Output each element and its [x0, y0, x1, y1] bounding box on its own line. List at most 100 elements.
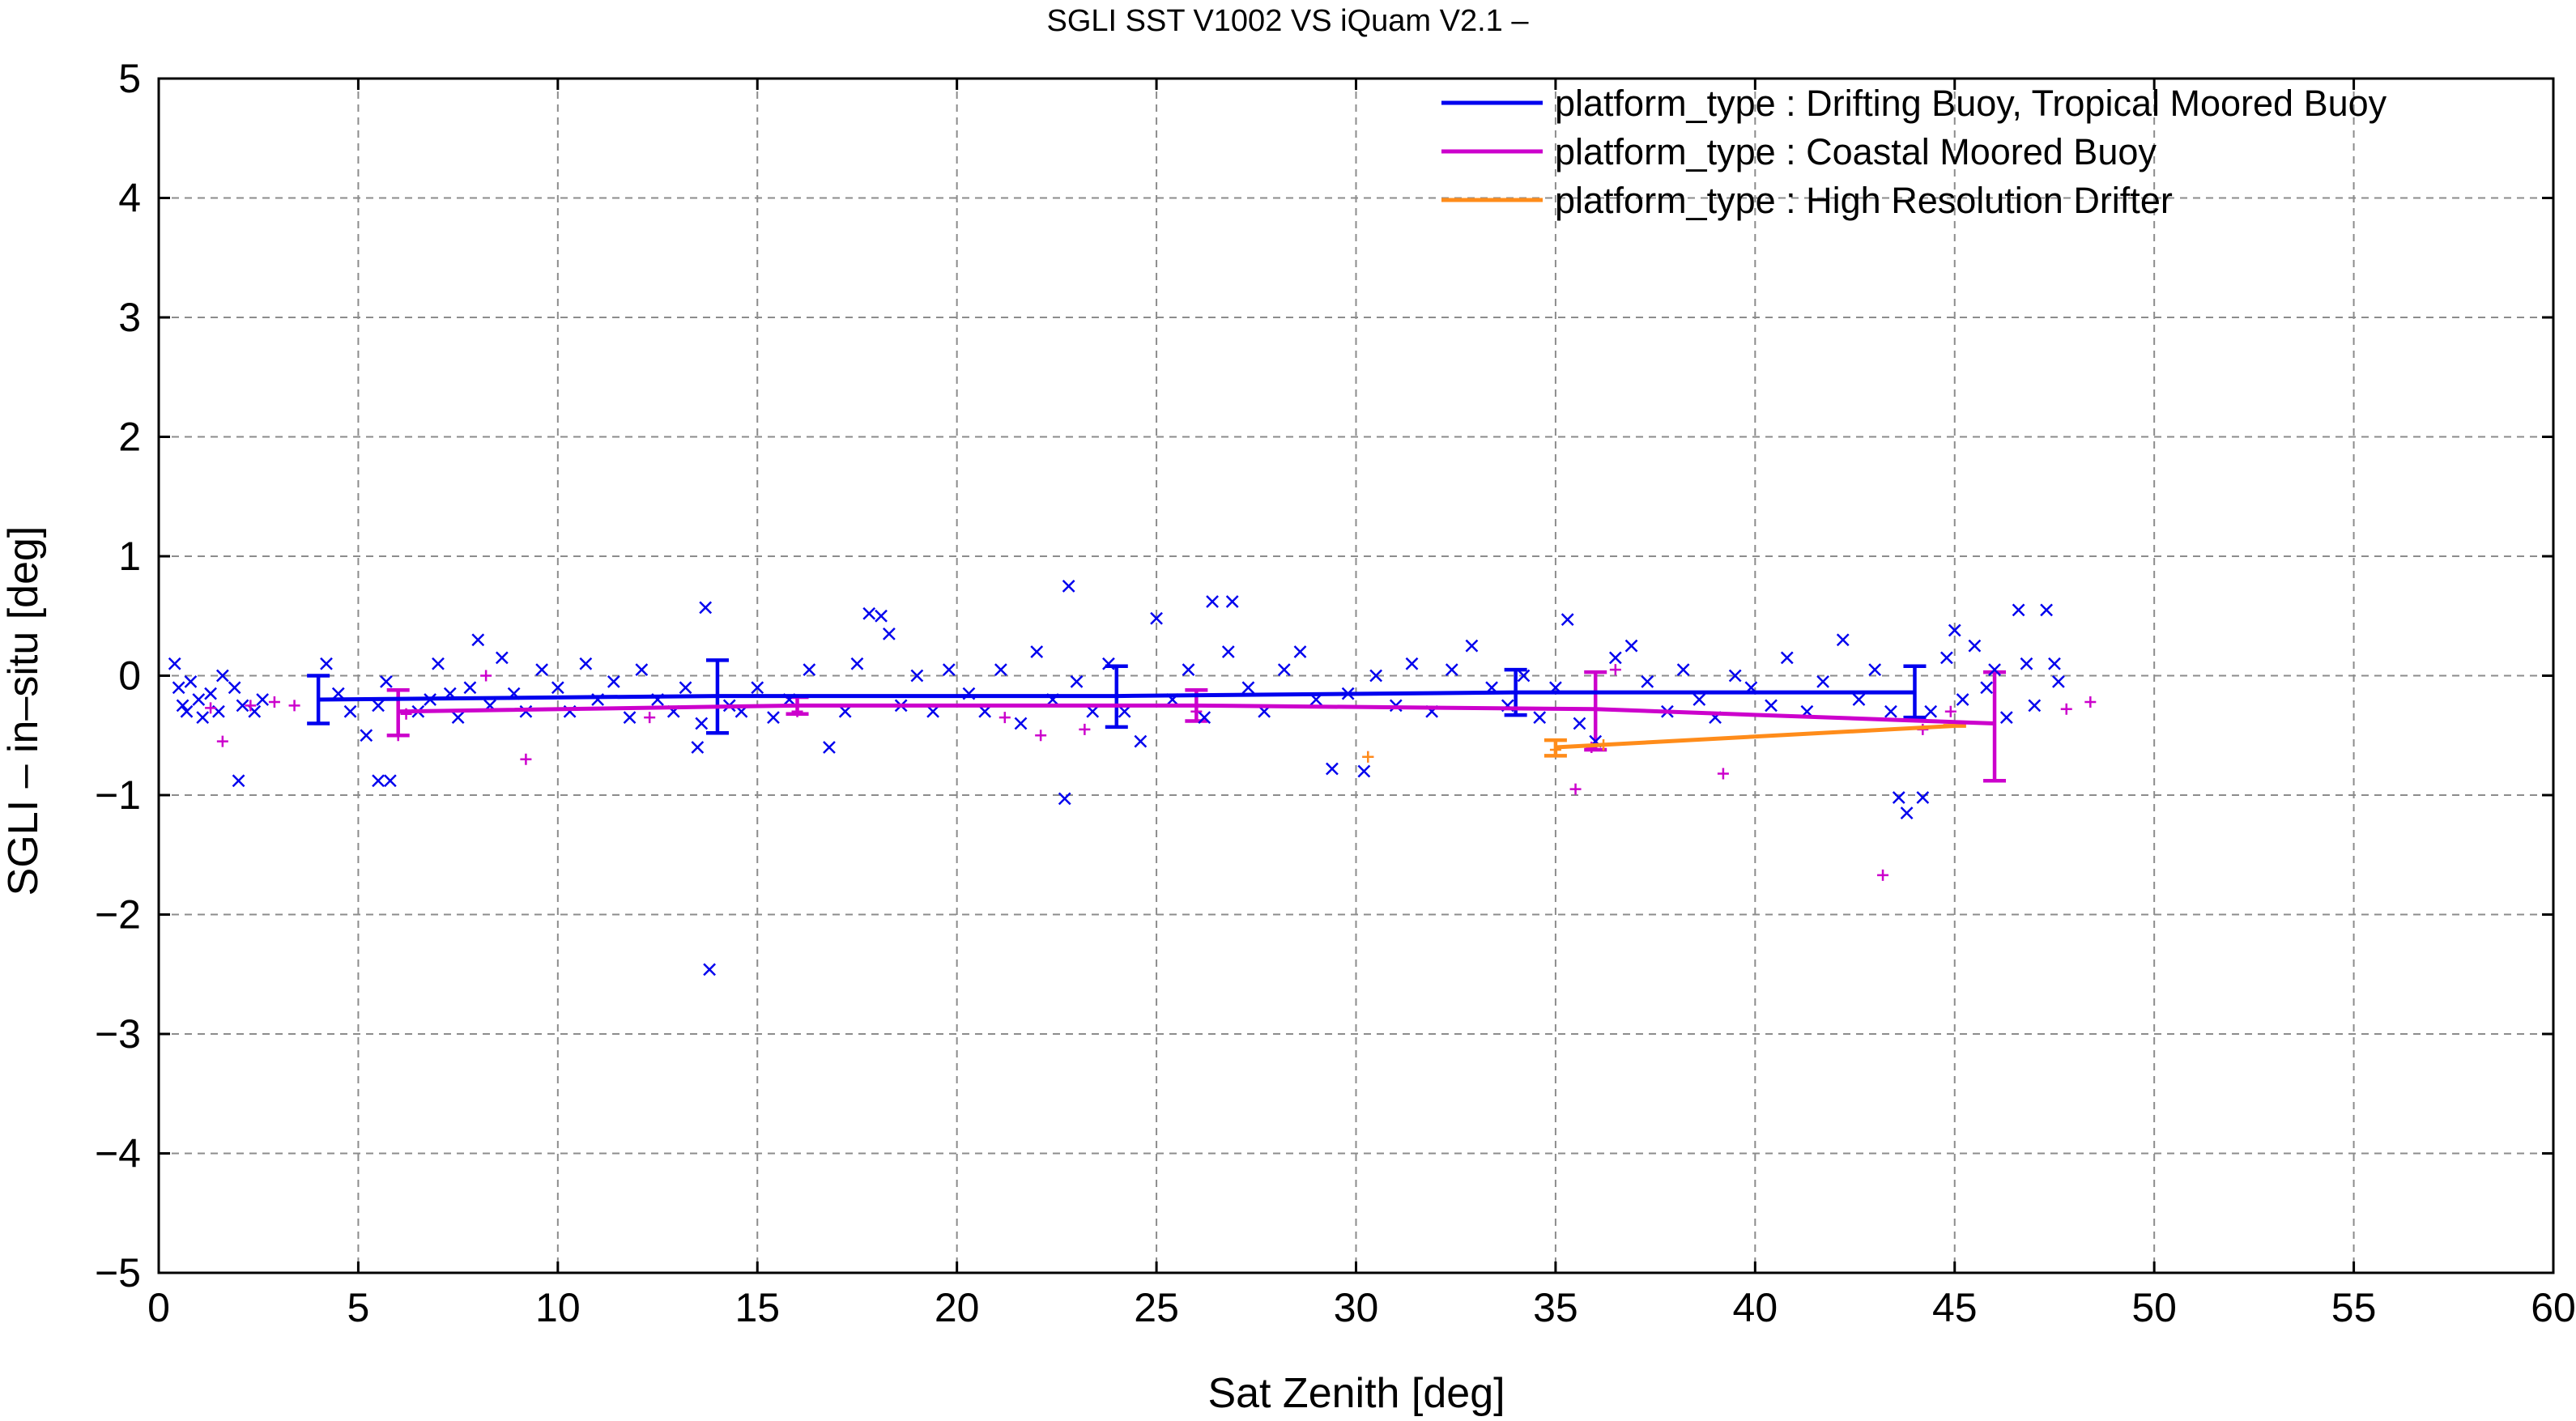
x-tick-label: 20	[935, 1285, 980, 1330]
data-point	[635, 663, 649, 677]
data-point	[623, 711, 637, 725]
data-point	[463, 681, 477, 695]
data-point	[1948, 623, 1961, 637]
data-point	[1641, 674, 1654, 688]
data-point	[910, 669, 924, 683]
data-point	[216, 735, 228, 747]
legend-label: platform_type : High Resolution Drifter	[1555, 180, 2173, 221]
data-point	[204, 687, 217, 700]
data-point	[320, 657, 333, 670]
data-point	[2020, 657, 2033, 670]
data-point	[1999, 711, 2013, 725]
data-point	[1517, 669, 1531, 683]
data-point	[1221, 645, 1235, 658]
data-point	[1916, 791, 1930, 804]
data-point	[360, 729, 373, 742]
data-point	[1198, 711, 1211, 725]
y-tick-label: 2	[118, 415, 141, 460]
data-point	[1190, 705, 1203, 717]
data-point	[1608, 651, 1622, 665]
data-point	[1569, 783, 1582, 795]
y-axis-label: SGLI – in–situ [deg]	[0, 526, 47, 896]
data-point	[176, 699, 189, 713]
data-point	[1102, 657, 1115, 670]
data-point	[2084, 696, 2097, 708]
data-point	[256, 693, 270, 706]
data-point	[343, 704, 357, 718]
data-point	[1852, 693, 1866, 706]
data-point	[1816, 674, 1829, 688]
legend: platform_type : Drifting Buoy, Tropical …	[1441, 83, 2387, 221]
data-point	[695, 717, 709, 730]
data-point	[607, 674, 620, 688]
data-point	[1030, 645, 1044, 658]
data-point	[495, 651, 509, 665]
data-point	[1780, 651, 1794, 665]
data-point	[520, 753, 532, 765]
data-point	[751, 681, 764, 695]
data-point	[1892, 791, 1905, 804]
data-point	[372, 699, 385, 713]
data-point	[1445, 663, 1458, 677]
data-point	[551, 681, 564, 695]
data-point	[1206, 595, 1219, 608]
data-point	[2012, 603, 2025, 617]
data-point	[1765, 699, 1778, 713]
data-point	[1225, 595, 1239, 608]
data-point	[215, 669, 229, 683]
scatter-points	[168, 579, 2097, 976]
data-point	[2048, 657, 2061, 670]
data-point	[232, 774, 245, 788]
data-point	[1086, 704, 1100, 718]
data-point	[579, 657, 593, 670]
data-point	[823, 741, 836, 754]
data-point	[480, 670, 492, 682]
data-point	[1717, 768, 1729, 780]
data-point	[644, 712, 656, 724]
series-line	[318, 690, 1915, 702]
grid-lines	[159, 79, 2553, 1273]
data-point	[850, 657, 864, 670]
x-tick-label: 55	[2331, 1285, 2377, 1330]
data-point	[1940, 651, 1953, 665]
x-tick-label: 10	[535, 1285, 581, 1330]
data-point	[1533, 711, 1547, 725]
data-point	[998, 712, 1011, 724]
data-point	[1609, 664, 1621, 676]
x-tick-label: 45	[1932, 1285, 1978, 1330]
series-line	[398, 703, 1995, 725]
data-point	[245, 700, 257, 712]
x-tick-label: 30	[1334, 1285, 1379, 1330]
data-point	[1968, 639, 1982, 653]
y-axis-ticks: −5 −4 −3 −2 −1 0 1 2 3 4 5	[95, 56, 2553, 1295]
data-point	[1062, 579, 1075, 593]
data-point	[1362, 751, 1374, 763]
series-line	[1555, 723, 1955, 750]
data-point	[1150, 611, 1163, 625]
data-point	[1357, 764, 1371, 778]
x-tick-label: 40	[1733, 1285, 1778, 1330]
data-point	[883, 627, 896, 640]
data-point	[1079, 723, 1091, 735]
data-point	[1058, 792, 1071, 806]
data-point	[380, 674, 393, 688]
data-point	[1884, 704, 1897, 718]
data-point	[1182, 663, 1195, 677]
data-point	[1877, 869, 1889, 881]
y-tick-label: −1	[95, 772, 141, 818]
x-tick-label: 0	[147, 1285, 170, 1330]
data-point	[862, 606, 876, 620]
data-point	[196, 711, 210, 725]
x-tick-label: 5	[347, 1285, 370, 1330]
data-point	[803, 663, 816, 677]
data-point	[192, 693, 206, 706]
legend-label: platform_type : Coastal Moored Buoy	[1555, 131, 2157, 172]
data-point	[535, 663, 549, 677]
data-point	[1326, 762, 1339, 776]
data-point	[1924, 704, 1938, 718]
data-point	[2028, 699, 2042, 713]
data-point	[703, 963, 716, 976]
data-point	[1728, 669, 1742, 683]
